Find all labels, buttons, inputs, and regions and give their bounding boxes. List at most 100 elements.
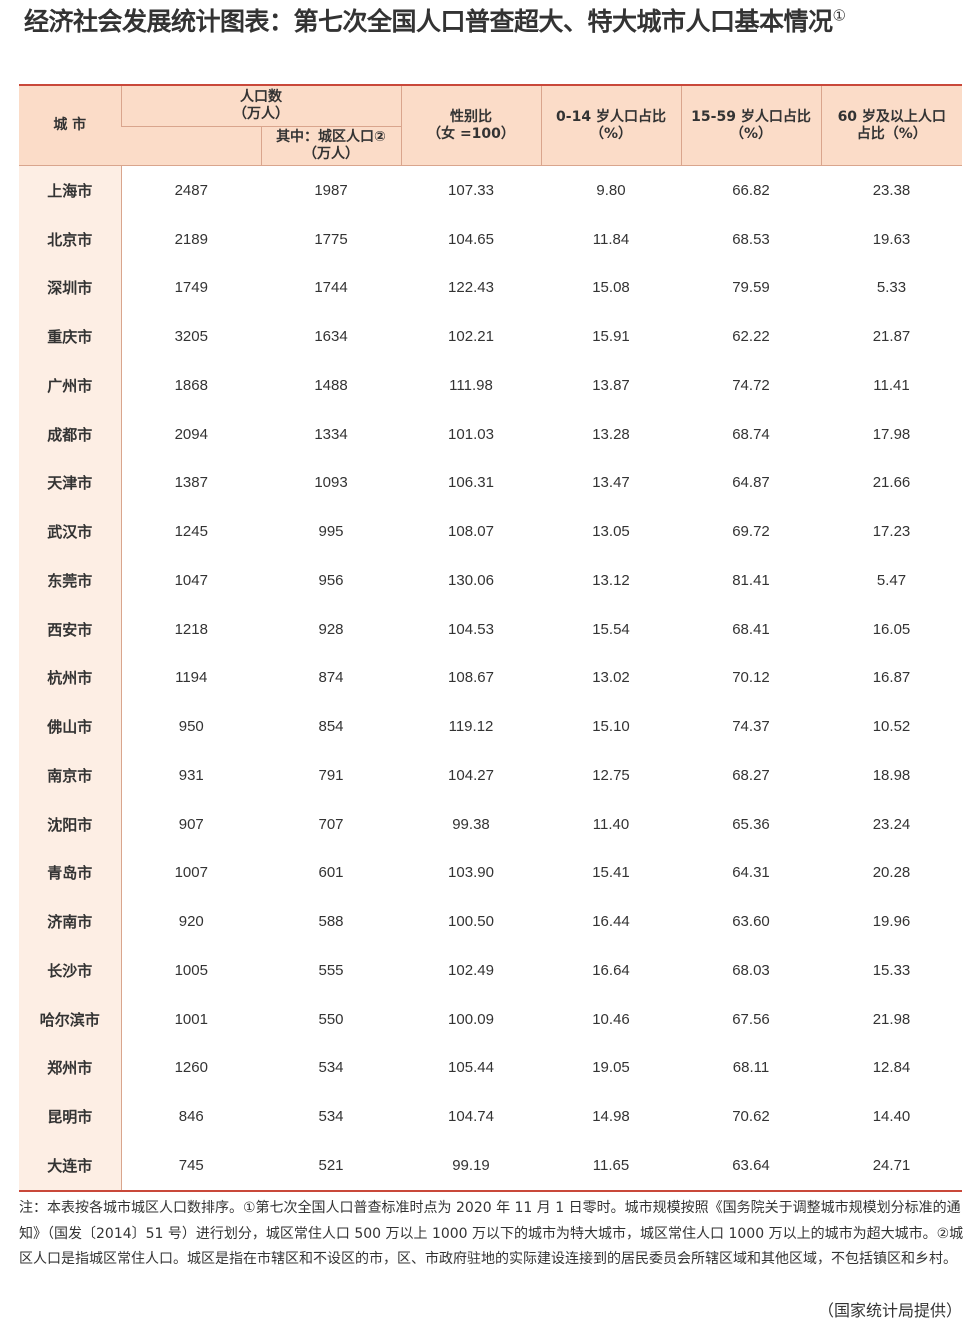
cell-age-15-59: 79.59 <box>732 279 770 297</box>
cell-age-0-14: 10.46 <box>592 1010 630 1028</box>
cell-sex-ratio: 104.65 <box>448 230 494 248</box>
table-row: 上海市 2487 1987 107.33 9.80 66.82 23.38 <box>19 165 962 215</box>
table-row: 天津市 1387 1093 106.31 13.47 64.87 21.66 <box>19 458 962 508</box>
cell-age-15-59: 68.74 <box>732 425 770 443</box>
cell-city: 沈阳市 <box>19 799 122 849</box>
cell-urban-population: 601 <box>318 864 344 882</box>
cell-urban-population: 1744 <box>314 279 348 297</box>
cell-city: 哈尔滨市 <box>19 994 122 1044</box>
cell-population: 920 <box>178 913 204 931</box>
table-row: 重庆市 3205 1634 102.21 15.91 62.22 21.87 <box>19 312 962 361</box>
cell-population: 1005 <box>174 961 208 979</box>
cell-age-15-59: 74.72 <box>732 376 770 394</box>
cell-urban-population: 956 <box>318 571 344 589</box>
cell-urban-population: 550 <box>318 1010 344 1028</box>
cell-age-0-14: 13.12 <box>592 571 630 589</box>
cell-population: 1001 <box>174 1010 208 1028</box>
table-row: 武汉市 1245 995 108.07 13.05 69.72 17.23 <box>19 507 962 556</box>
table-notes: 注：本表按各城市城区人口数排序。①第七次全国人口普查标准时点为 2020 年 1… <box>19 1200 964 1267</box>
cell-city: 青岛市 <box>19 848 122 898</box>
cell-urban-population: 534 <box>318 1059 344 1077</box>
cell-city: 郑州市 <box>19 1043 122 1093</box>
cell-sex-ratio: 108.67 <box>448 669 494 687</box>
cell-age-60-plus: 21.98 <box>872 1010 911 1028</box>
cell-age-0-14: 15.41 <box>592 864 630 882</box>
cell-city: 上海市 <box>19 165 122 215</box>
cell-age-0-14: 15.91 <box>592 328 630 346</box>
cell-age-60-plus: 17.98 <box>872 425 911 443</box>
cell-age-15-59: 65.36 <box>732 815 770 833</box>
cell-urban-population: 854 <box>318 718 344 736</box>
cell-sex-ratio: 103.90 <box>448 864 494 882</box>
cell-urban-population: 555 <box>318 961 344 979</box>
table-row: 杭州市 1194 874 108.67 13.02 70.12 16.87 <box>19 653 962 703</box>
cell-urban-population: 995 <box>318 523 344 541</box>
cell-sex-ratio: 106.31 <box>448 474 494 492</box>
cell-population: 1387 <box>174 474 208 492</box>
cell-sex-ratio: 107.33 <box>448 181 494 199</box>
cell-age-15-59: 68.41 <box>732 620 770 638</box>
cell-population: 1218 <box>174 620 208 638</box>
cell-population: 1007 <box>174 864 208 882</box>
cell-age-60-plus: 23.24 <box>872 815 911 833</box>
header-age-60-plus: 60 岁及以上人口 占比（%） <box>820 85 962 166</box>
table-row: 南京市 931 791 104.27 12.75 68.27 18.98 <box>19 751 962 800</box>
cell-age-15-59: 64.87 <box>732 474 770 492</box>
table-row: 深圳市 1749 1744 122.43 15.08 79.59 5.33 <box>19 263 962 313</box>
cell-sex-ratio: 108.07 <box>448 523 494 541</box>
cell-age-60-plus: 15.33 <box>872 961 911 979</box>
cell-city: 昆明市 <box>19 1092 122 1141</box>
page-title: 经济社会发展统计图表：第七次全国人口普查超大、特大城市人口基本情况① <box>24 2 846 38</box>
cell-age-60-plus: 24.71 <box>872 1156 911 1174</box>
cell-age-15-59: 74.37 <box>732 718 770 736</box>
cell-population: 745 <box>178 1156 204 1174</box>
cell-sex-ratio: 104.27 <box>448 766 494 784</box>
cell-sex-ratio: 119.12 <box>448 718 494 736</box>
cell-urban-population: 1488 <box>314 376 348 394</box>
cell-population: 1749 <box>174 279 208 297</box>
table-row: 佛山市 950 854 119.12 15.10 74.37 10.52 <box>19 702 962 751</box>
cell-age-15-59: 69.72 <box>732 523 770 541</box>
cell-age-0-14: 11.84 <box>592 230 630 248</box>
table-row: 北京市 2189 1775 104.65 11.84 68.53 19.63 <box>19 214 962 264</box>
cell-sex-ratio: 99.38 <box>452 815 490 833</box>
cell-age-0-14: 9.80 <box>596 181 626 199</box>
cell-sex-ratio: 101.03 <box>448 425 494 443</box>
cell-age-60-plus: 12.84 <box>872 1059 911 1077</box>
cell-age-60-plus: 21.66 <box>872 474 911 492</box>
cell-urban-population: 1775 <box>314 230 348 248</box>
cell-age-0-14: 13.87 <box>592 376 630 394</box>
cell-sex-ratio: 104.74 <box>448 1108 494 1126</box>
table-row: 济南市 920 588 100.50 16.44 63.60 19.96 <box>19 897 962 946</box>
cell-age-15-59: 63.60 <box>732 913 770 931</box>
title-text: 经济社会发展统计图表：第七次全国人口普查超大、特大城市人口基本情况 <box>24 7 833 36</box>
cell-age-15-59: 81.41 <box>732 571 770 589</box>
cell-city: 济南市 <box>19 897 122 946</box>
cell-age-15-59: 68.03 <box>732 961 770 979</box>
cell-sex-ratio: 130.06 <box>448 571 494 589</box>
cell-age-15-59: 68.53 <box>732 230 770 248</box>
cell-city: 天津市 <box>19 458 122 508</box>
cell-age-0-14: 13.47 <box>592 474 630 492</box>
cell-age-0-14: 12.75 <box>592 766 630 784</box>
cell-age-0-14: 11.65 <box>592 1156 630 1174</box>
header-age-0-14: 0-14 岁人口占比 （%） <box>540 85 681 166</box>
cell-population: 846 <box>178 1108 204 1126</box>
table-row: 广州市 1868 1488 111.98 13.87 74.72 11.41 <box>19 361 962 410</box>
city-population-table: 城 市 人口数 （万人） 性别比 （女 =100） 0-14 岁人口占比 （%）… <box>19 84 962 1192</box>
cell-age-60-plus: 11.41 <box>873 376 910 394</box>
cell-population: 907 <box>178 815 204 833</box>
cell-population: 2487 <box>174 181 208 199</box>
cell-age-60-plus: 23.38 <box>872 181 911 199</box>
cell-age-60-plus: 16.05 <box>872 620 911 638</box>
cell-city: 东莞市 <box>19 556 122 605</box>
table-row: 昆明市 846 534 104.74 14.98 70.62 14.40 <box>19 1092 962 1141</box>
table-row: 沈阳市 907 707 99.38 11.40 65.36 23.24 <box>19 799 962 849</box>
cell-sex-ratio: 102.49 <box>448 961 494 979</box>
cell-age-60-plus: 19.63 <box>872 230 911 248</box>
table-row: 哈尔滨市 1001 550 100.09 10.46 67.56 21.98 <box>19 994 962 1044</box>
cell-age-0-14: 15.10 <box>592 718 630 736</box>
cell-age-0-14: 13.02 <box>592 669 630 687</box>
cell-city: 南京市 <box>19 751 122 800</box>
header-city: 城 市 <box>19 85 121 166</box>
